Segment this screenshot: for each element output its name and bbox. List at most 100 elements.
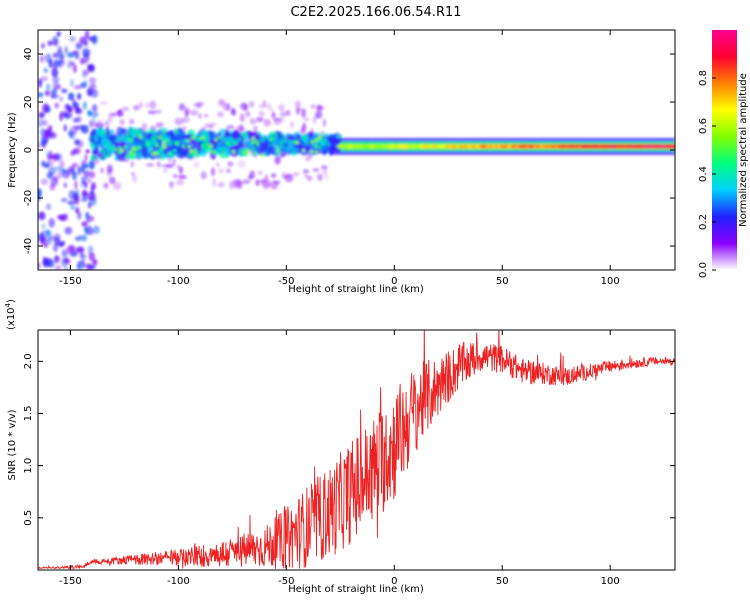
heatmap-cell [238,126,246,132]
heatmap-cell [258,179,266,184]
heatmap-cell [305,155,310,162]
heatmap-cell [123,145,128,149]
heatmap-cell [278,104,285,111]
heatmap-cell [43,243,49,248]
heatmap-cell [56,214,64,220]
heatmap-cell [218,146,228,152]
heatmap-cell [314,138,319,143]
snr-scale-exponent: 4 [4,302,12,307]
heatmap-cell [77,124,85,131]
heatmap-cell [52,76,60,83]
snr-scale-label: (x104) [4,299,17,330]
heatmap-cell [54,102,60,109]
heatmap-cell [181,144,186,148]
heatmap-cell [64,46,68,55]
heatmap-cell [172,149,177,153]
heatmap-cell [119,149,124,153]
heatmap-cell [285,133,290,138]
heatmap-cell [75,208,79,213]
heatmap-cell [80,176,89,181]
heatmap-cell [174,117,184,126]
heatmap-cell [178,103,186,111]
heatmap-cell [254,140,259,144]
heatmap-cell [38,92,44,98]
heatmap-cell [116,153,126,162]
heatmap-cell [258,110,265,117]
heatmap-cell [145,163,155,167]
heatmap-cell [233,141,237,145]
heatmap-cell [113,147,118,151]
heatmap-cell [249,119,257,125]
heatmap-cell [315,111,319,116]
heatmap-cell [43,129,50,138]
heatmap-cell [192,152,197,156]
heatmap-cell [51,94,59,99]
heatmap-cell [120,128,128,134]
heatmap-cell [87,178,92,184]
heatmap-cell [270,173,277,178]
heatmap-cell [82,48,91,57]
heatmap-cell [131,172,135,176]
heatmap-cell [77,93,82,99]
heatmap-cell [56,153,63,162]
snr-axes: -150 -100 -50 0 50 100 0.5 1.0 1.5 2.0 [23,330,675,587]
heatmap-cell [269,137,273,141]
heatmap-cell [75,41,84,48]
heatmap-cell [119,119,125,126]
heatmap-cell [87,111,93,117]
heatmap-cell [193,161,200,169]
heatmap-cell [172,174,178,178]
heatmap-cell [84,30,90,39]
heatmap-cell [41,223,46,230]
heatmap-cell [138,135,143,139]
heatmap-cell [91,182,96,191]
heatmap-cell [263,182,270,190]
heatmap-cell [189,109,199,116]
heatmap-cell [245,148,249,152]
heatmap-cell [128,127,138,137]
heatmap-cell [60,197,68,203]
heatmap-cell [46,160,54,167]
heatmap-cell [166,138,170,142]
heatmap-cell [54,38,58,47]
heatmap-cell [38,263,41,269]
heatmap-cell [306,175,313,182]
heatmap-cell [38,78,43,83]
heatmap-cell [315,104,323,110]
heatmap-cell [81,192,88,196]
heatmap-cell [89,83,97,90]
heatmap-cell [87,191,96,201]
heatmap-cell [83,80,88,87]
heatmap-cell [60,110,68,118]
heatmap-cell [47,125,53,133]
heatmap-cell [186,139,191,143]
colorbar-bar [712,30,737,270]
heatmap-cell [91,104,98,113]
heatmap-cell [129,119,135,125]
heatmap-cell [105,122,110,128]
heatmap-cell [318,137,329,146]
heatmap-cell [84,162,89,169]
heatmap-cell [232,108,236,116]
heatmap-cell [63,213,68,219]
heatmap-cell [43,67,47,73]
heatmap-cell [150,134,158,142]
heatmap-cell [60,257,69,267]
heatmap-cell [217,111,224,118]
heatmap-cell [201,144,205,148]
heatmap-cell [134,147,138,151]
heatmap-cell [67,106,74,113]
heatmap-cell [110,129,115,135]
heatmap-cell [102,153,112,158]
heatmap-cell [52,63,56,71]
heatmap-cell [197,137,202,141]
heatmap-cell [63,266,70,270]
x-tick-label: -150 [59,276,82,287]
heatmap-cell [69,36,76,42]
heatmap-cell [92,115,96,124]
heatmap-cell [81,254,87,260]
heatmap-cell [67,60,72,69]
heatmap-cell [85,149,91,154]
heatmap-cell [231,130,241,141]
heatmap-cell [45,230,52,238]
